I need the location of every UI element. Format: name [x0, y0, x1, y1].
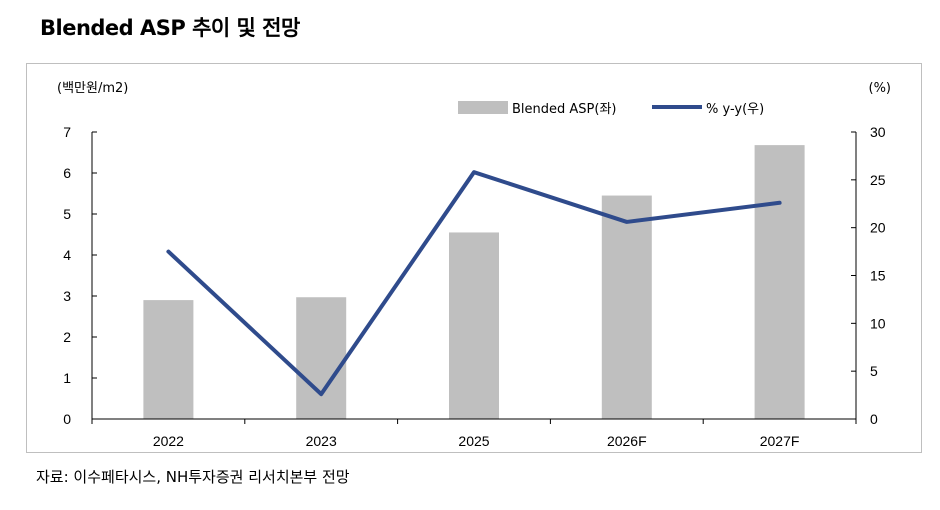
y-left-tick-label-0: 0	[63, 411, 71, 427]
bars-layer	[143, 145, 805, 419]
y-right-tick-label-30: 30	[870, 124, 886, 140]
x-label-2027F: 2027F	[760, 433, 800, 449]
x-label-2023: 2023	[306, 433, 337, 449]
y-right-tick-label-15: 15	[870, 268, 886, 284]
x-label-2022: 2022	[153, 433, 184, 449]
chart-frame: 0 1 2 3 4 5 6 7 0 5 10 15 20 25 30 2022 2023 2025 2026F 202…	[26, 63, 922, 453]
chart-title: Blended ASP 추이 및 전망	[40, 16, 300, 40]
legend-line-label: % y-y(우)	[706, 102, 764, 117]
y-left-tick-label-6: 6	[63, 165, 71, 181]
y-left-tick-label-1: 1	[63, 370, 71, 386]
bar-2027F	[754, 145, 805, 419]
axes-layer	[91, 131, 857, 424]
y-left-unit-label: (백만원/m2)	[57, 81, 128, 96]
y-right-tick-label-0: 0	[870, 411, 878, 427]
y-left-tick-label-4: 4	[63, 247, 71, 263]
y-right-tick-label-20: 20	[870, 220, 886, 236]
y-left-tick-label-5: 5	[63, 206, 71, 222]
legend-bar-swatch	[458, 101, 508, 114]
bar-2026F	[601, 195, 652, 419]
bar-2025	[449, 232, 499, 419]
bar-2023	[296, 297, 347, 419]
y-right-tick-label-25: 25	[870, 172, 886, 188]
y-right-unit-label: (%)	[869, 81, 892, 96]
line-layer	[166, 170, 782, 397]
source-note: 자료: 이수페타시스, NH투자증권 리서치본부 전망	[36, 468, 350, 486]
legend-bar-label: Blended ASP(좌)	[512, 102, 617, 117]
y-left-tick-label-7: 7	[63, 124, 71, 140]
y-left-tick-label-3: 3	[63, 288, 71, 304]
y-right-tick-label-10: 10	[870, 315, 886, 331]
bar-2022	[143, 300, 194, 419]
y-left-tick-label-2: 2	[63, 329, 71, 345]
y-right-tick-label-5: 5	[870, 363, 878, 379]
x-label-2025: 2025	[458, 433, 489, 449]
legend: Blended ASP(좌) % y-y(우)	[458, 101, 764, 117]
x-label-2026F: 2026F	[607, 433, 647, 449]
